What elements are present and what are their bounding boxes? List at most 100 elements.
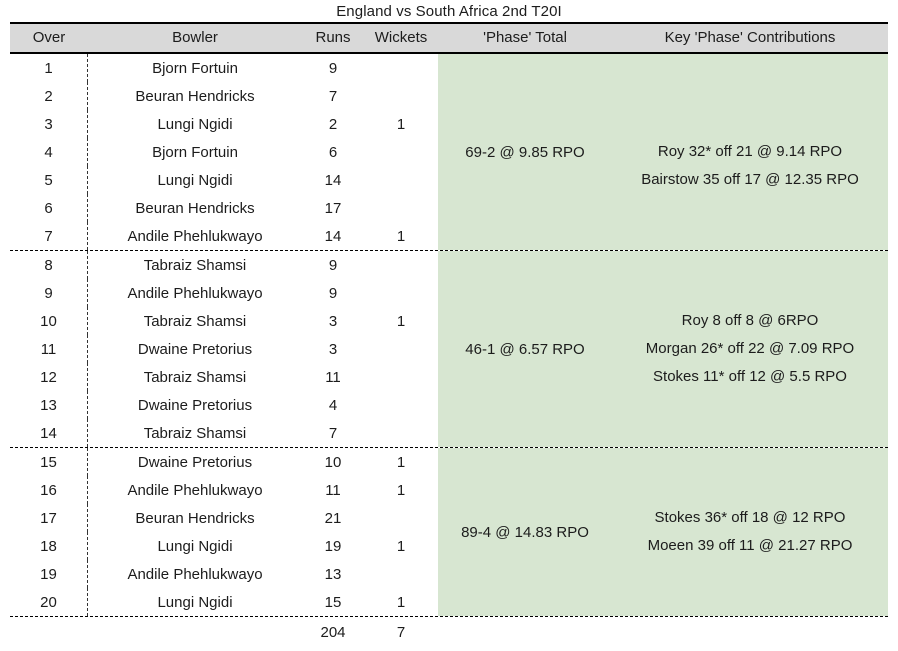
totals-bowler-cell bbox=[88, 617, 302, 647]
totals-contrib-cell bbox=[612, 617, 888, 647]
phase-contributions: Stokes 36* off 18 @ 12 RPO Moeen 39 off 1… bbox=[612, 448, 888, 616]
bowler-cell: Tabraiz Shamsi bbox=[143, 256, 247, 274]
runs-cell: 4 bbox=[328, 396, 338, 414]
runs-cell: 17 bbox=[324, 199, 342, 217]
runs-cell: 11 bbox=[325, 481, 341, 499]
runs-cell: 7 bbox=[328, 424, 338, 442]
total-runs: 204 bbox=[320, 623, 346, 641]
bowler-cell: Lungi Ngidi bbox=[157, 115, 233, 133]
bowler-cell: Andile Phehlukwayo bbox=[127, 227, 263, 245]
phase-section-1: 1 Bjorn Fortuin 9 2 Beuran Hendricks 7 3 Lungi … bbox=[10, 54, 888, 250]
contributions-block: Roy 8 off 8 @ 6RPO Morgan 26* off 22 @ 7.… bbox=[646, 307, 854, 391]
runs-cell: 9 bbox=[328, 59, 338, 77]
runs-cell: 19 bbox=[324, 537, 342, 555]
wickets-cell bbox=[364, 194, 438, 222]
phase-total: 89-4 @ 14.83 RPO bbox=[438, 448, 612, 616]
bowler-cell: Dwaine Pretorius bbox=[137, 340, 253, 358]
runs-cell: 9 bbox=[328, 284, 338, 302]
runs-cell: 6 bbox=[328, 143, 338, 161]
over-cell: 11 bbox=[10, 335, 88, 363]
wickets-cell: 1 bbox=[396, 481, 406, 499]
wickets-cell: 1 bbox=[396, 115, 406, 133]
column-header-bowler: Bowler bbox=[172, 29, 218, 46]
bowler-cell: Lungi Ngidi bbox=[157, 537, 233, 555]
runs-cell: 3 bbox=[328, 340, 338, 358]
bowler-cell: Lungi Ngidi bbox=[157, 593, 233, 611]
page-title: England vs South Africa 2nd T20I bbox=[336, 3, 562, 20]
column-header-phase-total: 'Phase' Total bbox=[483, 29, 567, 46]
wickets-cell bbox=[364, 251, 438, 279]
phase-section-2: 8 Tabraiz Shamsi 9 9 Andile Phehlukwayo 9 10 Ta… bbox=[10, 250, 888, 447]
wickets-cell: 1 bbox=[396, 537, 406, 555]
wickets-cell: 1 bbox=[396, 593, 406, 611]
over-cell: 9 bbox=[10, 279, 88, 307]
wickets-cell bbox=[364, 363, 438, 391]
bowler-cell: Beuran Hendricks bbox=[135, 87, 255, 105]
bowler-cell: Andile Phehlukwayo bbox=[127, 284, 263, 302]
runs-cell: 13 bbox=[324, 565, 342, 583]
column-header-wickets: Wickets bbox=[374, 29, 428, 46]
over-cell: 15 bbox=[10, 448, 88, 476]
column-header-runs: Runs bbox=[315, 29, 351, 46]
bowler-cell: Beuran Hendricks bbox=[135, 199, 255, 217]
bowler-cell: Beuran Hendricks bbox=[135, 509, 255, 527]
wickets-cell: 1 bbox=[396, 453, 406, 471]
totals-over-cell bbox=[10, 617, 88, 647]
wickets-cell bbox=[364, 335, 438, 363]
bowler-cell: Bjorn Fortuin bbox=[152, 143, 238, 161]
overs-table: Over Bowler Runs Wickets 'Phase' Total K… bbox=[10, 22, 888, 647]
bowler-cell: Tabraiz Shamsi bbox=[143, 368, 247, 386]
over-cell: 2 bbox=[10, 82, 88, 110]
contribution-line: Moeen 39 off 11 @ 21.27 RPO bbox=[647, 537, 853, 554]
wickets-cell bbox=[364, 166, 438, 194]
bowler-cell: Dwaine Pretorius bbox=[137, 453, 253, 471]
phase-total: 46-1 @ 6.57 RPO bbox=[438, 251, 612, 447]
bowler-cell: Tabraiz Shamsi bbox=[143, 312, 247, 330]
over-cell: 5 bbox=[10, 166, 88, 194]
over-cell: 19 bbox=[10, 560, 88, 588]
over-cell: 6 bbox=[10, 194, 88, 222]
runs-cell: 14 bbox=[324, 227, 342, 245]
over-cell: 16 bbox=[10, 476, 88, 504]
phases-body: 1 Bjorn Fortuin 9 2 Beuran Hendricks 7 3 Lungi … bbox=[10, 54, 888, 617]
over-cell: 12 bbox=[10, 363, 88, 391]
over-cell: 8 bbox=[10, 251, 88, 279]
over-cell: 1 bbox=[10, 54, 88, 82]
over-cell: 3 bbox=[10, 110, 88, 138]
phase-total: 69-2 @ 9.85 RPO bbox=[438, 54, 612, 250]
wickets-cell bbox=[364, 504, 438, 532]
phase-contributions: Roy 32* off 21 @ 9.14 RPO Bairstow 35 off… bbox=[612, 54, 888, 250]
wickets-cell bbox=[364, 82, 438, 110]
contribution-line: Roy 32* off 21 @ 9.14 RPO bbox=[657, 143, 843, 160]
table-header-row: Over Bowler Runs Wickets 'Phase' Total K… bbox=[10, 22, 888, 54]
wickets-cell bbox=[364, 560, 438, 588]
contributions-block: Roy 32* off 21 @ 9.14 RPO Bairstow 35 off… bbox=[641, 138, 859, 194]
over-cell: 4 bbox=[10, 138, 88, 166]
wickets-cell: 1 bbox=[396, 312, 406, 330]
column-header-over: Over bbox=[32, 29, 66, 46]
over-cell: 18 bbox=[10, 532, 88, 560]
bowler-cell: Dwaine Pretorius bbox=[137, 396, 253, 414]
runs-cell: 11 bbox=[325, 368, 341, 386]
over-cell: 10 bbox=[10, 307, 88, 335]
over-cell: 7 bbox=[10, 222, 88, 250]
runs-cell: 14 bbox=[324, 171, 342, 189]
runs-cell: 15 bbox=[324, 593, 342, 611]
totals-row: 204 7 bbox=[10, 617, 888, 647]
column-header-contributions: Key 'Phase' Contributions bbox=[664, 29, 836, 46]
bowler-cell: Andile Phehlukwayo bbox=[127, 481, 263, 499]
contribution-line: Roy 8 off 8 @ 6RPO bbox=[681, 312, 819, 329]
bowler-cell: Tabraiz Shamsi bbox=[143, 424, 247, 442]
bowler-cell: Bjorn Fortuin bbox=[152, 59, 238, 77]
contribution-line: Bairstow 35 off 17 @ 12.35 RPO bbox=[641, 171, 859, 188]
wickets-cell bbox=[364, 54, 438, 82]
over-cell: 13 bbox=[10, 391, 88, 419]
phase-section-3: 15 Dwaine Pretorius 10 1 16 Andile Phehlukway… bbox=[10, 447, 888, 617]
wickets-cell bbox=[364, 279, 438, 307]
runs-cell: 7 bbox=[328, 87, 338, 105]
total-wickets: 7 bbox=[396, 623, 406, 641]
bowler-cell: Andile Phehlukwayo bbox=[127, 565, 263, 583]
runs-cell: 21 bbox=[324, 509, 342, 527]
contributions-block: Stokes 36* off 18 @ 12 RPO Moeen 39 off 1… bbox=[648, 504, 853, 560]
